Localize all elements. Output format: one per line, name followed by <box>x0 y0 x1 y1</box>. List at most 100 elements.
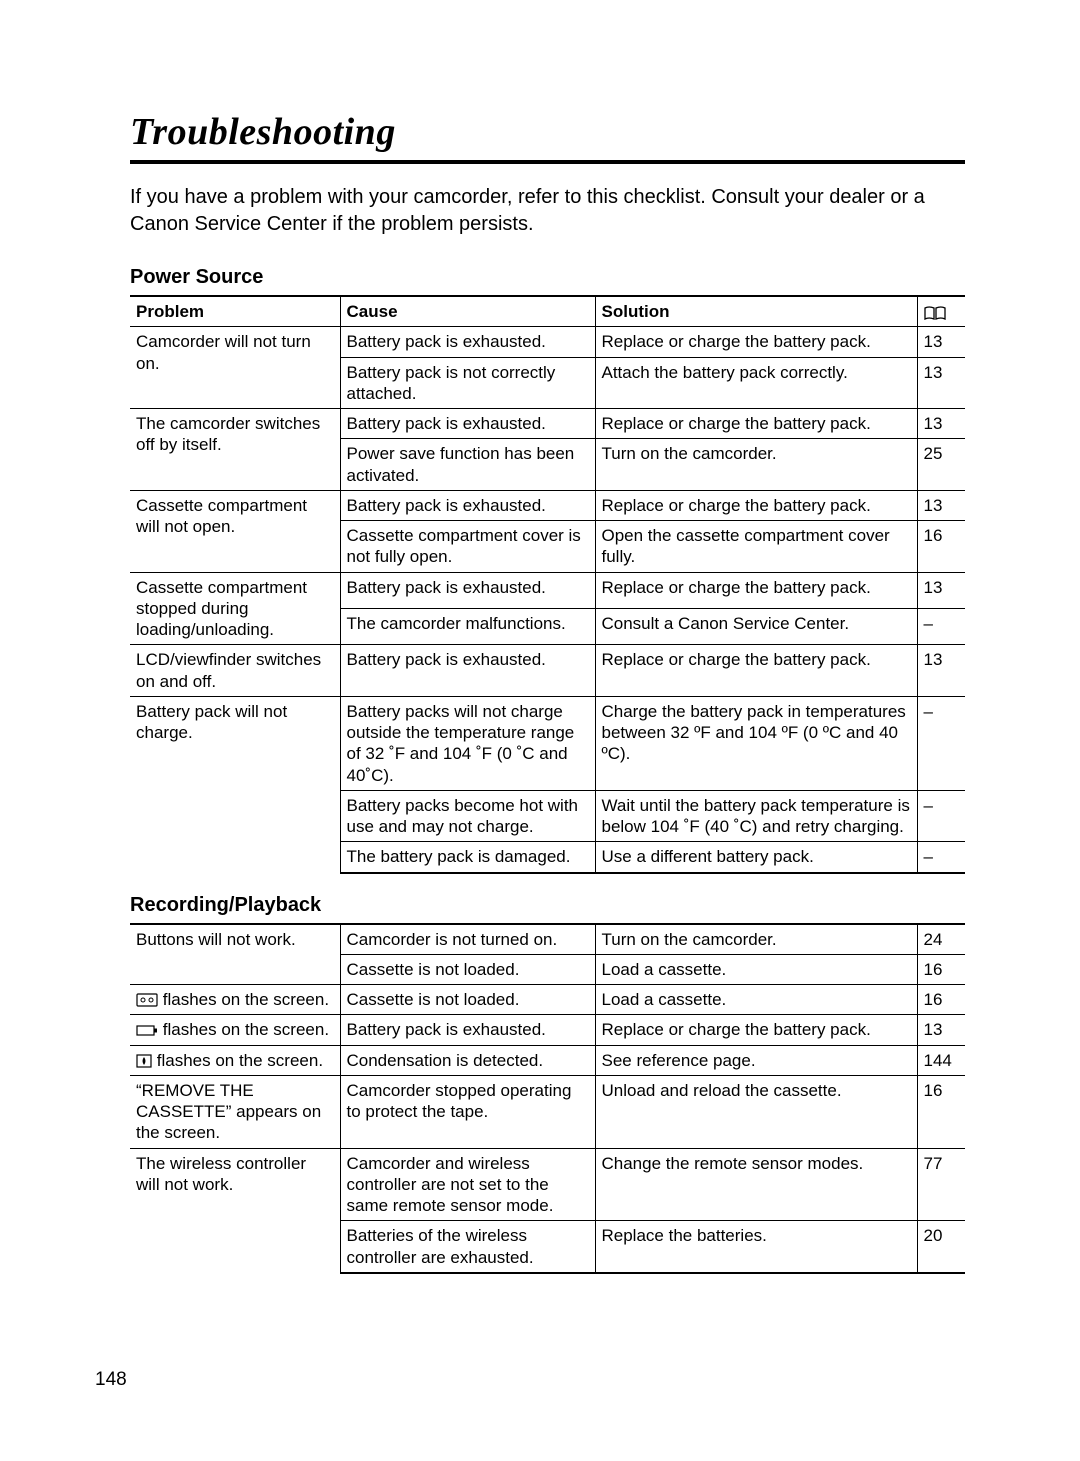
cell-solution: Use a different battery pack. <box>595 842 917 873</box>
recording-playback-table: Buttons will not work. Camcorder is not … <box>130 923 965 1274</box>
cell-problem-text: flashes on the screen. <box>157 1051 323 1070</box>
section-heading-recplay: Recording/Playback <box>130 894 965 917</box>
cell-solution: Replace or charge the battery pack. <box>595 327 917 357</box>
cell-page: 24 <box>917 924 965 955</box>
cell-solution: Unload and reload the cassette. <box>595 1075 917 1148</box>
condensation-icon <box>136 1051 157 1070</box>
cell-cause: Battery pack is not correctly attached. <box>340 357 595 409</box>
cell-problem-text: flashes on the screen. <box>163 990 329 1009</box>
table-row: Battery pack will not charge. Battery pa… <box>130 696 965 790</box>
intro-text: If you have a problem with your camcorde… <box>130 184 965 238</box>
col-problem: Problem <box>130 296 340 327</box>
cell-page: 13 <box>917 1015 965 1045</box>
table-row: LCD/viewfinder switches on and off. Batt… <box>130 645 965 697</box>
cell-page: 16 <box>917 521 965 573</box>
cell-problem: Cassette compartment will not open. <box>130 490 340 572</box>
cell-cause: Batteries of the wireless controller are… <box>340 1221 595 1273</box>
cell-solution: Turn on the camcorder. <box>595 924 917 955</box>
cell-cause: Battery packs will not charge outside th… <box>340 696 595 790</box>
cell-problem: Battery pack will not charge. <box>130 696 340 872</box>
cell-solution: Load a cassette. <box>595 985 917 1015</box>
table-row: The wireless controller will not work. C… <box>130 1148 965 1221</box>
cell-cause: Battery pack is exhausted. <box>340 327 595 357</box>
col-solution: Solution <box>595 296 917 327</box>
cell-problem-text: flashes on the screen. <box>163 1020 329 1039</box>
cell-solution: Replace the batteries. <box>595 1221 917 1273</box>
cell-page: 25 <box>917 439 965 491</box>
cell-page: 13 <box>917 357 965 409</box>
table-row: Cassette compartment stopped during load… <box>130 572 965 608</box>
cell-problem: Camcorder will not turn on. <box>130 327 340 409</box>
table-row: “REMOVE THE CASSETTE” appears on the scr… <box>130 1075 965 1148</box>
cell-solution: Replace or charge the battery pack. <box>595 1015 917 1045</box>
cell-cause: Battery packs become hot with use and ma… <box>340 790 595 842</box>
cell-cause: The battery pack is damaged. <box>340 842 595 873</box>
cell-solution: See reference page. <box>595 1045 917 1075</box>
cell-cause: Camcorder and wireless controller are no… <box>340 1148 595 1221</box>
page-title: Troubleshooting <box>130 110 965 154</box>
cell-page: – <box>917 790 965 842</box>
cell-solution: Open the cassette compartment cover full… <box>595 521 917 573</box>
table-row: The camcorder switches off by itself. Ba… <box>130 409 965 439</box>
cell-problem: The wireless controller will not work. <box>130 1148 340 1273</box>
cassette-icon <box>136 990 163 1009</box>
cell-solution: Replace or charge the battery pack. <box>595 572 917 608</box>
cell-page: – <box>917 842 965 873</box>
cell-page: 13 <box>917 572 965 608</box>
cell-solution: Consult a Canon Service Center. <box>595 608 917 644</box>
col-cause: Cause <box>340 296 595 327</box>
cell-page: 20 <box>917 1221 965 1273</box>
cell-page: – <box>917 696 965 790</box>
cell-cause: Cassette is not loaded. <box>340 985 595 1015</box>
table-row: flashes on the screen. Battery pack is e… <box>130 1015 965 1045</box>
table-row: Cassette compartment will not open. Batt… <box>130 490 965 520</box>
cell-page: 144 <box>917 1045 965 1075</box>
cell-cause: Condensation is detected. <box>340 1045 595 1075</box>
cell-solution: Attach the battery pack correctly. <box>595 357 917 409</box>
cell-page: 13 <box>917 327 965 357</box>
cell-solution: Charge the battery pack in temperatures … <box>595 696 917 790</box>
cell-solution: Replace or charge the battery pack. <box>595 645 917 697</box>
cell-page: 16 <box>917 954 965 984</box>
cell-solution: Load a cassette. <box>595 954 917 984</box>
cell-page: 77 <box>917 1148 965 1221</box>
cell-problem: flashes on the screen. <box>130 1045 340 1075</box>
cell-page: 13 <box>917 490 965 520</box>
section-heading-power: Power Source <box>130 266 965 289</box>
cell-problem: LCD/viewfinder switches on and off. <box>130 645 340 697</box>
cell-page: – <box>917 608 965 644</box>
cell-problem: Buttons will not work. <box>130 924 340 985</box>
cell-solution: Wait until the battery pack temperature … <box>595 790 917 842</box>
table-header-row: Problem Cause Solution <box>130 296 965 327</box>
battery-icon <box>136 1020 163 1039</box>
cell-cause: Battery pack is exhausted. <box>340 645 595 697</box>
title-rule <box>130 160 965 164</box>
cell-page: 16 <box>917 1075 965 1148</box>
cell-problem: The camcorder switches off by itself. <box>130 409 340 491</box>
cell-cause: Battery pack is exhausted. <box>340 572 595 608</box>
table-row: Camcorder will not turn on. Battery pack… <box>130 327 965 357</box>
cell-page: 13 <box>917 409 965 439</box>
cell-problem: “REMOVE THE CASSETTE” appears on the scr… <box>130 1075 340 1148</box>
table-row: flashes on the screen. Cassette is not l… <box>130 985 965 1015</box>
table-row: Buttons will not work. Camcorder is not … <box>130 924 965 955</box>
cell-solution: Change the remote sensor modes. <box>595 1148 917 1221</box>
cell-problem: flashes on the screen. <box>130 985 340 1015</box>
table-row: flashes on the screen. Condensation is d… <box>130 1045 965 1075</box>
cell-cause: The camcorder malfunctions. <box>340 608 595 644</box>
cell-cause: Battery pack is exhausted. <box>340 409 595 439</box>
cell-problem: Cassette compartment stopped during load… <box>130 572 340 645</box>
cell-cause: Battery pack is exhausted. <box>340 1015 595 1045</box>
page-number: 148 <box>95 1369 127 1391</box>
cell-solution: Turn on the camcorder. <box>595 439 917 491</box>
cell-cause: Cassette is not loaded. <box>340 954 595 984</box>
cell-cause: Cassette compartment cover is not fully … <box>340 521 595 573</box>
cell-problem: flashes on the screen. <box>130 1015 340 1045</box>
cell-cause: Power save function has been activated. <box>340 439 595 491</box>
cell-cause: Camcorder stopped operating to protect t… <box>340 1075 595 1148</box>
cell-page: 13 <box>917 645 965 697</box>
cell-cause: Camcorder is not turned on. <box>340 924 595 955</box>
cell-solution: Replace or charge the battery pack. <box>595 409 917 439</box>
cell-solution: Replace or charge the battery pack. <box>595 490 917 520</box>
col-page-icon <box>917 296 965 327</box>
